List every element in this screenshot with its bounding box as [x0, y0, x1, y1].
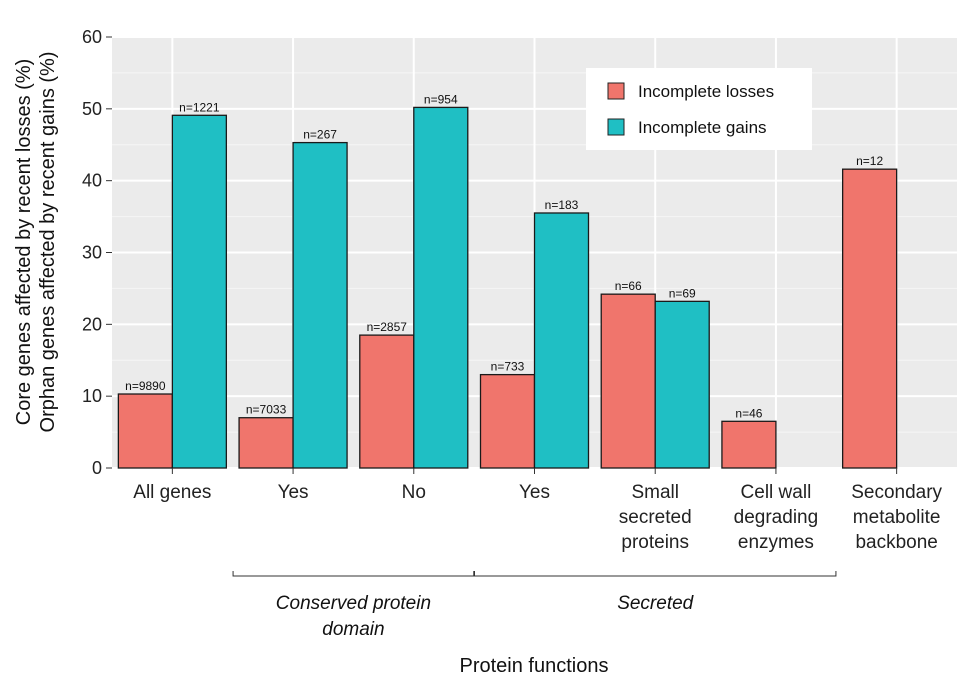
sample-size-label: n=69	[669, 286, 696, 300]
bar-incomplete-gains	[413, 106, 469, 469]
bar-incomplete-losses	[841, 168, 898, 469]
sample-size-label: n=1221	[179, 100, 220, 114]
bar-incomplete-losses	[117, 393, 174, 469]
x-tick-label: Yes	[519, 482, 550, 503]
y-axis-title-line-1: Core genes affected by recent losses (%)	[13, 59, 35, 425]
sample-size-label: n=7033	[246, 403, 287, 417]
legend-box	[586, 68, 812, 150]
legend-swatch-incomplete-gains	[607, 118, 625, 136]
x-tick-label: No	[402, 482, 426, 503]
bar-incomplete-losses	[600, 293, 656, 469]
bar-incomplete-gains	[654, 300, 710, 469]
legend-label-incomplete-gains: Incomplete gains	[638, 118, 767, 137]
sample-size-labels: n=9890 n=7033 n=2857 n=733 n=66 n=46 n=12 n=122…	[125, 92, 883, 420]
x-tick-label: Secondary metabolite backbone	[851, 482, 942, 553]
sample-size-label: n=954	[424, 92, 458, 106]
bar-incomplete-gains	[292, 141, 348, 469]
x-tick-label: All genes	[133, 482, 211, 503]
bar-incomplete-losses	[238, 417, 294, 469]
y-tick-label: 30	[82, 243, 102, 263]
sample-size-label: n=66	[615, 279, 642, 293]
group-bracket	[232, 571, 475, 577]
legend: Incomplete losses Incomplete gains	[586, 68, 812, 150]
y-tick-label: 50	[82, 99, 102, 119]
legend-label-incomplete-losses: Incomplete losses	[638, 82, 774, 101]
sample-size-label: n=733	[491, 360, 525, 374]
y-axis-title-line-2: Orphan genes affected by recent gains (%…	[37, 52, 59, 433]
legend-swatch-incomplete-losses	[607, 82, 625, 100]
sample-size-label: n=9890	[125, 379, 166, 393]
bars	[117, 106, 898, 469]
x-tick-label: Cell wall degrading enzymes	[734, 482, 819, 553]
sample-size-label: n=183	[545, 198, 579, 212]
group-bracket	[474, 571, 837, 577]
sample-size-label: n=267	[303, 128, 337, 142]
sample-size-label: n=2857	[367, 320, 408, 334]
y-tick-label: 40	[82, 171, 102, 191]
y-axis: 0 10 20 30 40 50 60	[82, 27, 112, 478]
group-label: Conserved protein domain	[276, 593, 431, 640]
x-axis: All genes Yes No Yes Small secreted proteins Ce…	[133, 468, 943, 553]
bar-incomplete-losses	[479, 373, 536, 469]
category-groups: Conserved protein domain Secreted	[232, 571, 837, 640]
bar-incomplete-losses	[721, 420, 777, 469]
group-label: Secreted	[617, 593, 694, 614]
y-tick-label: 60	[82, 27, 102, 47]
y-tick-label: 20	[82, 314, 102, 334]
sample-size-label: n=12	[856, 154, 883, 168]
sample-size-label: n=46	[735, 406, 762, 420]
bar-incomplete-gains	[171, 114, 228, 469]
x-tick-label: Small secreted proteins	[619, 482, 692, 553]
x-tick-label: Yes	[278, 482, 309, 503]
bar-incomplete-losses	[359, 334, 415, 469]
x-axis-title: Protein functions	[460, 655, 609, 677]
bar-incomplete-gains	[533, 212, 590, 469]
y-tick-label: 10	[82, 386, 102, 406]
y-tick-label: 0	[92, 458, 102, 478]
